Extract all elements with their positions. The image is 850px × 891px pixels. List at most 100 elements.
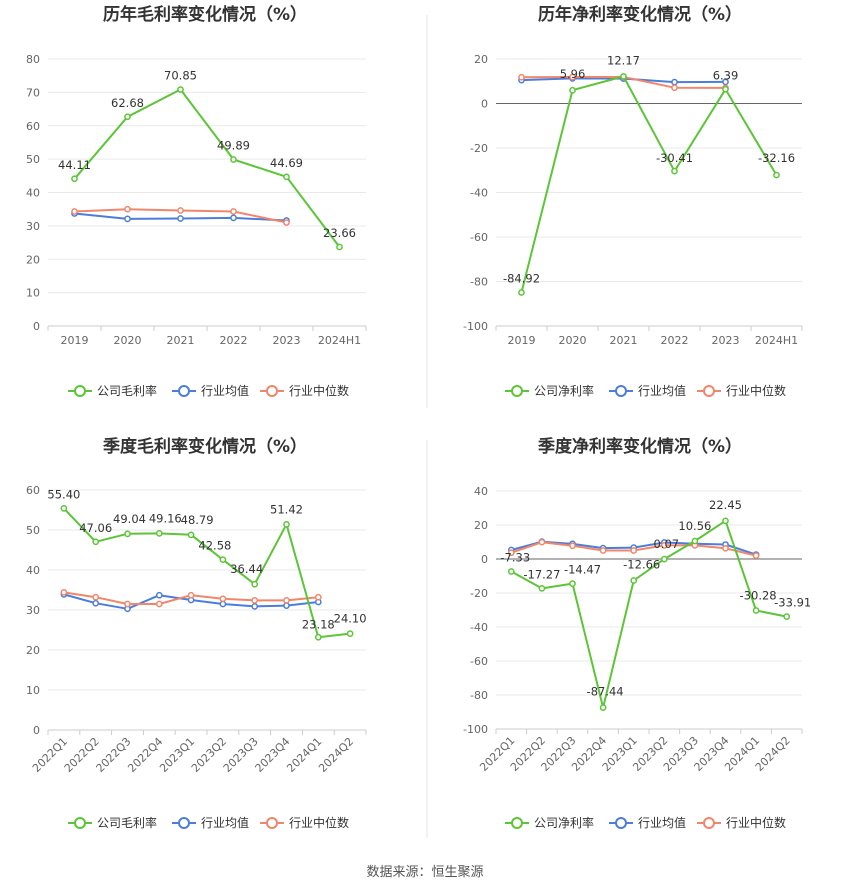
data-label: 22.45	[709, 498, 742, 512]
y-tick-label: 0	[33, 724, 40, 737]
data-point-median	[251, 597, 259, 604]
x-tick-label: 2021	[610, 334, 638, 347]
y-tick-label: 20	[26, 644, 40, 657]
data-point-company	[251, 580, 259, 588]
data-point-median	[630, 547, 638, 554]
y-tick-label: -60	[470, 231, 488, 244]
data-label: 36.44	[230, 562, 263, 576]
data-label: 0.07	[653, 537, 679, 551]
data-point-company	[187, 531, 195, 539]
y-tick-label: 30	[26, 220, 40, 233]
legend-swatch-marker	[703, 817, 715, 829]
chart-annual-net-margin: 历年净利率变化情况（%） -100 -80 -60 -40 -20 0 20 2019 2020 2…	[463, 4, 803, 398]
data-point-company	[722, 85, 729, 93]
data-label: 48.79	[181, 513, 214, 527]
y-tick-label: -40	[470, 187, 488, 200]
legend-item-mean: 行业均值	[172, 815, 249, 830]
data-point-median	[187, 591, 195, 599]
data-point-company	[569, 580, 576, 587]
y-tick-label: 20	[26, 253, 40, 266]
legend-label: 公司毛利率	[97, 815, 157, 830]
data-point-median	[124, 600, 131, 608]
legend-item-company: 公司毛利率	[68, 815, 157, 830]
data-label: 49.16	[149, 511, 182, 525]
data-point-median	[155, 600, 163, 608]
data-point-mean	[92, 599, 100, 607]
y-tick-label: -80	[470, 689, 488, 702]
legend-item-mean: 行业均值	[609, 815, 686, 830]
series-line-company	[510, 519, 787, 709]
data-label: 42.58	[198, 539, 231, 553]
data-label: 44.11	[58, 158, 91, 172]
x-tick-label: 2019	[508, 334, 536, 347]
data-source-note: 数据来源：恒生聚源	[366, 865, 483, 880]
data-point-median	[538, 538, 546, 546]
data-point-company	[283, 520, 290, 528]
data-label: 10.56	[678, 519, 711, 533]
data-point-company	[752, 607, 760, 614]
x-tick-label: 2024H1	[755, 334, 798, 347]
y-tick-label: 20	[474, 53, 488, 66]
legend-item-mean: 行业均值	[172, 383, 249, 398]
legend-label: 行业中位数	[726, 815, 786, 830]
legend-item-company: 公司净利率	[505, 815, 594, 830]
chart-quarterly-gross-margin: 季度毛利率变化情况（%）01020304050602022Q12022Q2202…	[26, 436, 367, 830]
data-point-median	[283, 597, 290, 604]
data-label: 47.06	[79, 521, 112, 535]
y-tick-label: 10	[26, 287, 40, 300]
data-label: 62.68	[111, 96, 144, 110]
legend-swatch-marker	[178, 817, 190, 829]
y-tick-label: 50	[26, 153, 40, 166]
legend-item-median: 行业中位数	[260, 383, 349, 398]
data-label: -30.41	[656, 151, 693, 165]
data-point-mean	[177, 215, 184, 222]
data-label: 55.40	[47, 487, 80, 501]
y-tick-label: 50	[26, 524, 40, 537]
legend-swatch-marker	[615, 817, 627, 829]
data-label: 23.66	[323, 226, 356, 240]
legend-swatch-marker	[266, 385, 278, 397]
data-point-mean	[671, 78, 678, 86]
data-point-median	[71, 208, 78, 215]
data-label: 6.39	[713, 68, 739, 82]
x-tick-label: 2022	[661, 334, 689, 347]
chart-title: 历年净利率变化情况（%）	[538, 4, 742, 25]
y-tick-label: 10	[26, 684, 40, 697]
data-point-company	[346, 630, 354, 637]
data-point-company	[336, 243, 343, 251]
legend-swatch-marker	[266, 817, 278, 829]
legend-item-median: 行业中位数	[260, 815, 349, 830]
data-point-median	[60, 589, 68, 596]
y-tick-label: 60	[26, 484, 40, 497]
y-tick-label: -100	[463, 320, 488, 333]
chart-title: 季度毛利率变化情况（%）	[103, 436, 307, 457]
y-tick-label: -20	[470, 142, 488, 155]
legend-label: 行业均值	[201, 383, 249, 398]
y-tick-label: 40	[26, 564, 40, 577]
chart-title: 历年毛利率变化情况（%）	[103, 4, 307, 25]
legend-item-median: 行业中位数	[697, 815, 786, 830]
legend-swatch-marker	[74, 385, 86, 397]
data-label: 12.17	[607, 53, 640, 67]
data-point-company	[660, 555, 668, 563]
data-point-median	[569, 542, 576, 550]
data-point-company	[538, 585, 546, 592]
data-point-company	[691, 537, 699, 545]
series-line-company	[63, 507, 351, 639]
data-point-median	[507, 549, 515, 557]
data-point-median	[219, 595, 227, 603]
x-tick-label: 2021	[167, 334, 195, 347]
data-label: 5.96	[560, 67, 586, 81]
data-point-company	[507, 568, 515, 575]
data-point-company	[60, 505, 68, 512]
y-tick-label: 0	[33, 320, 40, 333]
legend-label: 行业均值	[638, 383, 686, 398]
y-tick-label: 0	[481, 98, 488, 111]
data-label: -87.44	[587, 685, 624, 699]
series-line-company	[73, 88, 341, 248]
data-point-company	[569, 86, 576, 94]
legend-swatch-marker	[615, 385, 627, 397]
data-point-mean	[251, 603, 259, 610]
data-point-company	[671, 167, 678, 175]
data-label: -33.91	[774, 596, 811, 610]
